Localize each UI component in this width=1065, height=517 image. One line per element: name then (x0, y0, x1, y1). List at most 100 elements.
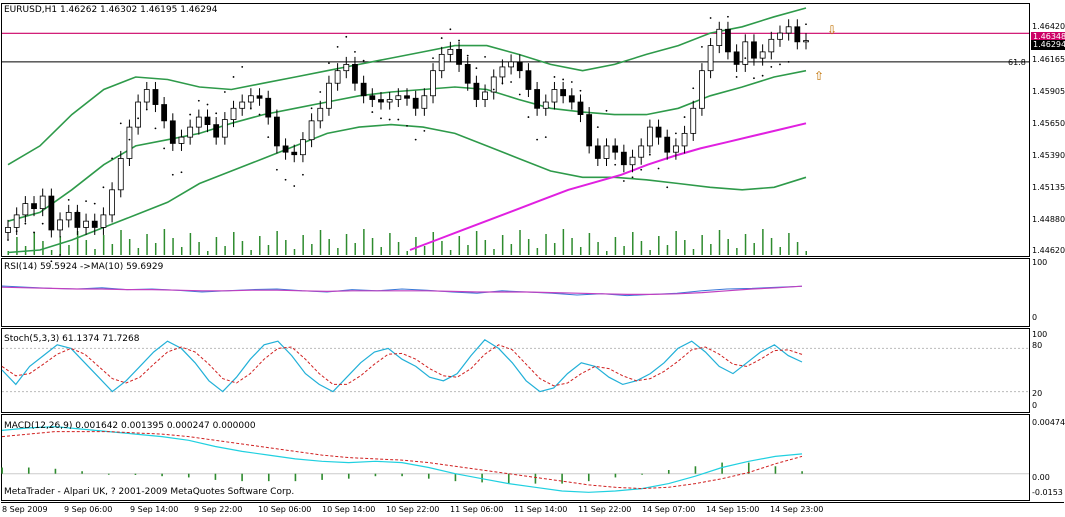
macd-histogram-bar (694, 466, 697, 474)
macd-histogram-bar (161, 473, 163, 477)
macd-histogram-bar (587, 473, 590, 482)
macd-histogram-bar (1, 467, 3, 474)
candle-body (464, 64, 471, 84)
volume-bar (701, 235, 703, 255)
candle-body (594, 145, 601, 159)
candle-body (386, 99, 393, 103)
sar-dot (674, 132, 677, 135)
volume-bar (267, 245, 270, 255)
main-price-pane[interactable] (2, 0, 1029, 263)
volume-bar (588, 233, 591, 255)
volume-bar (579, 247, 582, 255)
candle-body (412, 97, 419, 109)
volume-bar (207, 251, 209, 255)
time-axis-label: 14 Sep 07:00 (642, 505, 696, 514)
sar-dot (397, 118, 400, 121)
sar-dot (93, 202, 96, 205)
candle-body (707, 45, 714, 72)
candle-body (317, 107, 324, 122)
stoch-signal-line (1, 344, 803, 387)
sar-dot (111, 157, 113, 160)
volume-bar (337, 248, 339, 255)
candle-body (612, 145, 619, 153)
sar-dot (787, 61, 790, 63)
sar-dot (440, 37, 443, 39)
candle-body (681, 132, 688, 147)
volume-bar (328, 239, 330, 255)
sar-dot (319, 91, 322, 93)
candle-body (803, 40, 809, 43)
volume-bar (285, 240, 287, 255)
sar-dot (128, 138, 131, 141)
volume-bar (762, 229, 764, 255)
candle-body (334, 70, 341, 84)
volume-bar (102, 235, 105, 255)
sar-dot (215, 112, 218, 115)
rsi-title: RSI(14) 59.5924 ->MA(10) 59.6929 (4, 262, 164, 272)
sar-dot (310, 107, 313, 110)
rsi-pane[interactable] (1, 285, 803, 297)
volume-bar (345, 234, 348, 255)
candle-body (161, 104, 168, 122)
candle-body (152, 89, 159, 105)
sar-dot (119, 122, 122, 125)
sar-dot (154, 127, 157, 130)
sar-dot (518, 93, 521, 96)
candle-body (438, 53, 445, 72)
candle-body (430, 70, 436, 97)
volume-bar (423, 246, 426, 255)
sar-dot (15, 230, 18, 233)
volume-bar (770, 238, 773, 255)
sar-dot (189, 113, 192, 116)
volume-bar (805, 251, 807, 255)
volume-bar (76, 231, 79, 255)
sar-dot (258, 113, 261, 116)
sar-dot (666, 186, 669, 189)
candle-body (482, 91, 488, 100)
candle-body (378, 99, 384, 103)
volume-bar (172, 238, 174, 255)
macd-pane[interactable] (1, 426, 1029, 493)
sar-dot (380, 117, 382, 120)
candle-body (534, 89, 541, 109)
candle-body (404, 95, 410, 99)
volume-bar (111, 244, 114, 255)
volume-bar (276, 231, 278, 255)
sar-dot (510, 81, 512, 83)
sar-dot (805, 23, 807, 26)
sar-dot (562, 78, 565, 81)
candle-body (516, 61, 523, 72)
candle-body (421, 95, 428, 109)
candle-body (300, 139, 306, 156)
rsi-ma-line (1, 285, 803, 295)
candle-body (456, 48, 462, 65)
candle-body (143, 89, 150, 103)
sar-dot (232, 76, 235, 78)
sar-dot (553, 76, 556, 78)
sar-dot (423, 129, 426, 132)
sar-dot (67, 198, 70, 201)
sar-dot (302, 173, 304, 176)
sar-dot (484, 55, 486, 58)
macd-histogram-bar (347, 473, 350, 479)
time-axis-label: 9 Sep 22:00 (194, 505, 243, 514)
candle-body (716, 28, 723, 47)
candle-body (135, 101, 142, 128)
volume-bar (389, 233, 391, 255)
time-axis-label: 8 Sep 2009 (2, 505, 48, 514)
stoch-title: Stoch(5,3,3) 61.1374 71.7268 (4, 334, 140, 344)
macd-signal-line (1, 431, 803, 490)
sar-dot (596, 126, 599, 129)
candle-body (473, 82, 480, 100)
stoch-main-line (1, 339, 803, 393)
macd-histogram-bar (641, 473, 643, 475)
macd-histogram-bar (214, 473, 217, 480)
candle-body (733, 51, 740, 65)
macd-histogram-bar (267, 473, 270, 482)
stochastic-pane[interactable] (1, 339, 1029, 393)
sar-dot (631, 176, 634, 179)
volume-bar (796, 242, 799, 255)
volume-bar (432, 232, 435, 255)
candle-body (768, 38, 775, 53)
